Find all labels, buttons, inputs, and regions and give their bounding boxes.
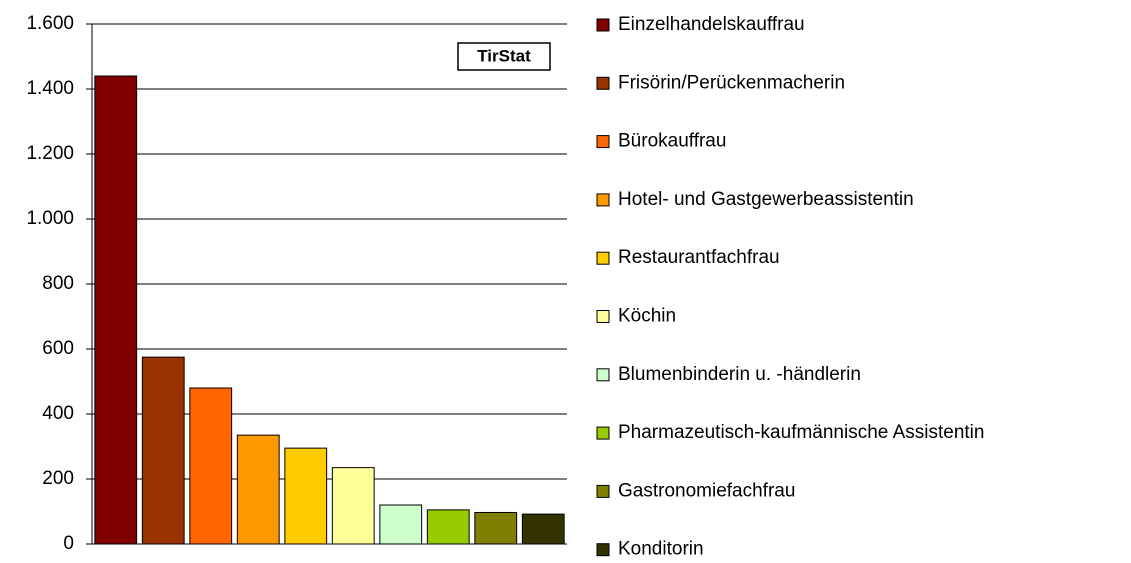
legend-swatch <box>596 76 610 90</box>
legend-label: Hotel- und Gastgewerbeassistentin <box>618 189 914 210</box>
legend-label: Bürokauffrau <box>618 131 726 152</box>
legend-label: Konditorin <box>618 539 704 560</box>
bar <box>284 447 328 545</box>
bar <box>236 434 280 545</box>
bar <box>331 467 375 545</box>
legend-swatch <box>596 135 610 149</box>
legend-swatch <box>596 484 610 498</box>
y-tick-label: 1.400 <box>26 78 74 99</box>
bar <box>474 511 518 545</box>
legend-label: Pharmazeutisch-kaufmännische Assistentin <box>618 422 984 443</box>
legend-swatch <box>596 18 610 32</box>
legend-swatch <box>596 543 610 557</box>
y-tick-label: 1.000 <box>26 208 74 229</box>
bar <box>521 513 565 545</box>
legend-swatch <box>596 368 610 382</box>
y-tick-label: 1.600 <box>26 13 74 34</box>
y-tick-label: 800 <box>42 273 74 294</box>
legend-swatch <box>596 193 610 207</box>
bar <box>379 504 423 545</box>
legend-swatch <box>596 251 610 265</box>
legend-label: Einzelhandelskauffrau <box>618 14 805 35</box>
legend-label: Blumenbinderin u. -händlerin <box>618 364 861 385</box>
legend-label: Gastronomiefachfrau <box>618 480 795 501</box>
annotation-box <box>457 42 551 71</box>
legend-label: Köchin <box>618 306 676 327</box>
bar <box>94 75 138 545</box>
legend-label: Frisörin/Perückenmacherin <box>618 72 845 93</box>
legend-swatch <box>596 426 610 440</box>
legend-label: Restaurantfachfrau <box>618 247 780 268</box>
annotation: TirStat <box>477 46 531 65</box>
legend-swatch <box>596 310 610 323</box>
bar <box>141 356 185 545</box>
y-tick-label: 0 <box>63 533 74 554</box>
y-tick-label: 200 <box>42 468 74 489</box>
bar <box>189 387 233 545</box>
bar <box>426 509 470 545</box>
y-tick-label: 600 <box>42 338 74 359</box>
y-tick-label: 400 <box>42 403 74 424</box>
y-tick-label: 1.200 <box>26 143 74 164</box>
